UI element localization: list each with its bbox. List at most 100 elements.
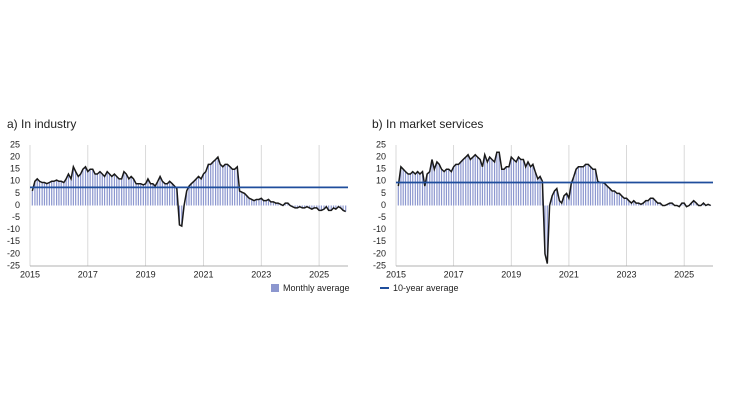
bar [193,181,195,206]
bar [202,174,205,206]
bar [448,169,450,206]
bar [611,190,613,206]
bar [31,190,33,206]
bar [623,198,625,206]
bar [128,178,130,206]
bar [210,164,212,206]
bar [212,161,214,206]
bar [671,203,673,206]
bar [118,178,120,206]
bar [592,169,594,206]
bar [106,171,108,206]
bar [157,181,159,206]
bar [616,193,618,206]
bar [159,176,161,206]
bar [248,198,250,206]
bar [43,182,46,206]
bar [200,178,202,206]
bar [330,205,332,211]
bar [455,164,457,206]
x-tick-label: 2019 [136,269,156,279]
bar [652,198,654,206]
bar [493,161,496,206]
bar [65,178,67,206]
y-tick-label: -20 [7,248,20,258]
bar [537,178,539,206]
bar [77,176,79,206]
bar [628,200,630,206]
x-tick-label: 2025 [309,269,329,279]
bar [219,164,221,206]
bar [130,176,132,206]
bar [79,174,82,206]
bar [534,171,536,206]
bar [421,171,424,206]
bar [222,166,224,206]
bar [613,190,616,206]
bar [489,157,491,206]
bar [140,183,142,206]
bar [166,183,168,206]
data-line [397,151,712,264]
bar [585,164,587,206]
bar [58,181,60,206]
y-tick-label: -10 [7,224,20,234]
bar [236,166,238,206]
bar [621,195,623,206]
x-tick-label: 2015 [386,269,406,279]
bar [618,193,620,206]
bar [527,161,529,206]
bar [436,161,438,206]
bar [561,203,563,206]
bar [265,200,267,206]
bar [433,169,435,206]
bar [111,176,113,206]
bar [465,157,467,206]
bar [563,195,565,206]
y-tick-label: 15 [10,164,20,174]
bar [539,176,541,206]
bar [46,183,48,206]
x-tick-label: 2017 [444,269,464,279]
y-tick-label: 5 [381,188,386,198]
bar [407,174,409,206]
bar [253,200,255,206]
bar [625,198,628,206]
bar [457,164,460,206]
bar [638,203,640,206]
bar [188,186,190,206]
bar [443,171,445,206]
legend-swatch [271,284,279,292]
bar [197,176,200,206]
bar [582,166,584,206]
bar [510,157,512,206]
bar [108,174,111,206]
bar [224,164,226,206]
bar [546,205,548,264]
bar [472,157,474,206]
bar [556,188,558,206]
x-tick-label: 2021 [559,269,579,279]
bar [429,171,431,206]
bar [94,174,96,206]
bar [587,164,589,206]
y-tick-label: -25 [373,260,386,270]
bar [277,203,279,206]
bar [635,203,637,206]
legend-label: Monthly average [283,283,350,293]
bar [402,169,404,206]
bar [450,171,452,206]
bar [476,157,479,206]
bar [525,166,527,206]
bar [251,199,253,206]
bar [316,205,318,208]
y-tick-label: 25 [10,139,20,149]
bar [501,169,503,206]
y-tick-label: -25 [7,260,20,270]
bar [609,188,611,206]
bar [649,198,652,206]
bar [186,190,188,206]
bar [474,154,476,206]
bar [190,183,192,206]
